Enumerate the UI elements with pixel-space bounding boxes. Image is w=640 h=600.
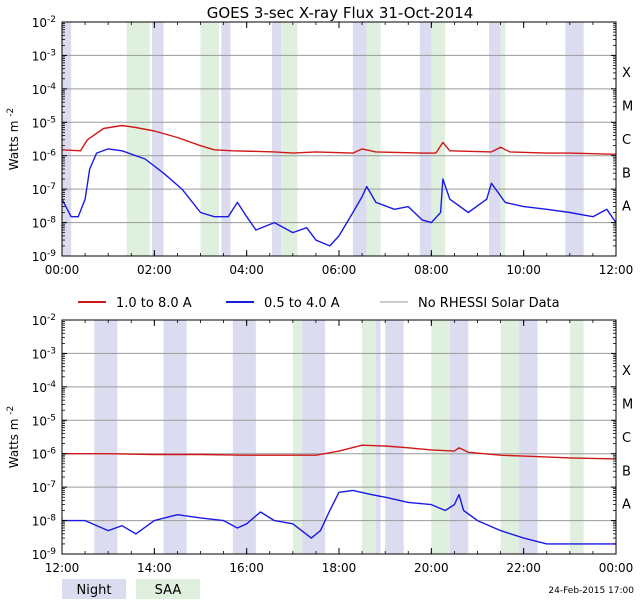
bottom-panel: 10-9 10-8 10-7 10-6 10-5 10-4 10-3 10-2 A B C M X 12:… <box>6 313 633 575</box>
night-band <box>163 320 187 554</box>
night-band <box>94 320 118 554</box>
y-tick-label: 10-5 <box>32 413 56 428</box>
x-tick-label: 22:00 <box>506 561 541 575</box>
x-tick-label: 10:00 <box>506 263 541 277</box>
night-band <box>489 22 501 256</box>
saa-band <box>200 22 219 256</box>
y-tick-label: 10-7 <box>32 182 56 197</box>
series-line-blue <box>61 148 617 247</box>
night-band <box>302 320 326 554</box>
night-band <box>419 22 434 256</box>
y-tick-label: 10-6 <box>32 447 57 462</box>
night-legend-box <box>62 579 126 599</box>
y-tick-label: 10-3 <box>32 48 56 63</box>
x-tick-label: 00:00 <box>599 561 634 575</box>
night-saa-legend: Night SAA <box>62 579 200 599</box>
saa-band <box>126 22 150 256</box>
night-band <box>519 320 538 554</box>
x-tick-label: 20:00 <box>414 561 449 575</box>
y-axis-label: Watts m -2 <box>6 406 21 468</box>
saa-band <box>500 320 520 554</box>
flare-class-label: M <box>622 397 633 412</box>
top-panel: 10-9 10-8 10-7 10-6 10-5 10-4 10-3 10-2 A B C M X 00:… <box>6 15 633 277</box>
flare-class-label: C <box>622 133 631 148</box>
saa-legend-label: SAA <box>155 583 182 598</box>
flare-class-label: X <box>622 66 631 81</box>
x-tick-label: 02:00 <box>137 263 172 277</box>
night-band <box>152 22 164 256</box>
flare-class-label: M <box>622 99 633 114</box>
y-tick-label: 10-4 <box>32 380 57 395</box>
saa-legend-box <box>136 579 200 599</box>
saa-band <box>431 320 450 554</box>
x-tick-label: 08:00 <box>414 263 449 277</box>
x-tick-label: 14:00 <box>137 561 172 575</box>
series-legend: 1.0 to 8.0 A 0.5 to 4.0 A No RHESSI Sola… <box>78 296 560 311</box>
night-band <box>62 22 72 256</box>
flare-class-label: C <box>622 431 631 446</box>
saa-band <box>281 22 298 256</box>
night-band <box>565 22 584 256</box>
night-legend-label: Night <box>77 583 112 598</box>
saa-band <box>366 22 381 256</box>
x-tick-label: 00:00 <box>45 263 80 277</box>
y-tick-label: 10-9 <box>32 547 57 562</box>
x-tick-label: 12:00 <box>45 561 80 575</box>
night-band <box>385 320 404 554</box>
y-tick-label: 10-8 <box>32 514 57 529</box>
saa-band <box>500 22 506 256</box>
series-line-blue <box>62 489 616 545</box>
night-band <box>449 320 469 554</box>
footer-timestamp: 24-Feb-2015 17:00 <box>548 586 634 596</box>
series-line-red <box>61 124 617 155</box>
y-tick-label: 10-5 <box>32 115 56 130</box>
flare-class-label: B <box>622 166 631 181</box>
night-band <box>221 22 231 256</box>
chart-title: GOES 3-sec X-ray Flux 31-Oct-2014 <box>207 4 474 22</box>
y-axis-label: Watts m -2 <box>6 108 21 170</box>
legend-red-label: 1.0 to 8.0 A <box>116 296 192 311</box>
y-tick-label: 10-4 <box>32 82 57 97</box>
flare-class-label: A <box>622 200 631 215</box>
y-tick-label: 10-8 <box>32 216 57 231</box>
night-band <box>232 320 256 554</box>
saa-band <box>569 320 584 554</box>
night-band <box>272 22 282 256</box>
legend-blue-label: 0.5 to 4.0 A <box>264 296 340 311</box>
flare-class-label: B <box>622 464 631 479</box>
x-tick-label: 12:00 <box>599 263 634 277</box>
legend-gray-label: No RHESSI Solar Data <box>418 296 560 311</box>
series-line-red <box>62 444 617 460</box>
saa-band <box>362 320 376 554</box>
saa-band <box>292 320 303 554</box>
y-tick-label: 10-2 <box>32 313 56 328</box>
y-tick-label: 10-7 <box>32 480 56 495</box>
x-tick-label: 18:00 <box>322 561 357 575</box>
night-band <box>352 22 367 256</box>
x-tick-label: 06:00 <box>322 263 357 277</box>
flare-class-label: X <box>622 364 631 379</box>
x-tick-label: 04:00 <box>229 263 264 277</box>
y-tick-label: 10-2 <box>32 15 56 30</box>
x-tick-label: 16:00 <box>229 561 264 575</box>
y-tick-label: 10-6 <box>32 149 57 164</box>
flare-class-label: A <box>622 498 631 513</box>
y-tick-label: 10-9 <box>32 249 57 264</box>
y-tick-label: 10-3 <box>32 346 56 361</box>
